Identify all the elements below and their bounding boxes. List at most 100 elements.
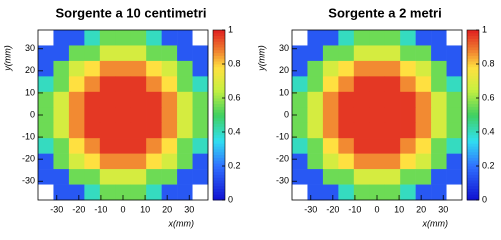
heat-cell: [38, 138, 54, 154]
heat-cell: [99, 91, 116, 108]
heat-cell: [146, 122, 162, 139]
colorbar-segment: [213, 49, 225, 54]
heat-cell: [161, 138, 178, 154]
heat-cell: [177, 122, 193, 139]
colorbar-segment: [467, 149, 479, 153]
heat-cell: [130, 107, 147, 124]
heat-cell: [130, 184, 147, 201]
colorbar-segment: [467, 160, 479, 164]
colorbar-segment: [213, 100, 225, 105]
heat-cell: [415, 45, 432, 62]
colorbar-segment: [213, 171, 225, 175]
heat-cell: [177, 138, 193, 154]
heat-cell: [353, 60, 370, 77]
colorbar-segment: [213, 177, 225, 181]
heat-cell: [84, 60, 101, 77]
colorbar-segment: [213, 143, 225, 147]
heat-cell: [177, 30, 193, 46]
colorbar-segment: [467, 55, 479, 59]
heat-cell: [99, 30, 116, 46]
heat-cell: [415, 122, 432, 139]
heat-cell: [53, 91, 70, 108]
heat-cell: [68, 122, 85, 139]
heat-cell: [115, 138, 132, 154]
colorbar-segment: [467, 129, 479, 133]
colorbar-segment: [467, 81, 479, 85]
heat-cell: [446, 30, 463, 46]
x-tick-label: 20: [416, 204, 426, 214]
colorbar-tick-label: 0: [228, 194, 233, 204]
heat-cell: [68, 91, 85, 108]
heat-cell: [292, 138, 308, 154]
heat-cell: [38, 169, 54, 185]
heat-cell: [53, 153, 70, 170]
colorbar-segment: [213, 98, 225, 102]
x-tick-label: 20: [162, 204, 172, 214]
heat-cell: [130, 30, 147, 46]
colorbar-segment: [213, 191, 225, 195]
colorbar-tick-label: 0: [482, 194, 487, 204]
colorbar-segment: [467, 61, 479, 65]
colorbar-segment: [467, 86, 479, 90]
colorbar-tick-label: 0.2: [482, 160, 495, 170]
heat-cell: [99, 122, 116, 139]
heat-cell: [38, 30, 54, 46]
heat-cell: [384, 60, 401, 77]
heat-cell: [400, 107, 416, 124]
heat-cell: [415, 184, 432, 201]
heat-cell: [369, 45, 386, 62]
heat-cell: [292, 45, 308, 62]
colorbar-tick-label: 0.4: [228, 126, 241, 136]
colorbar-segment: [467, 191, 479, 195]
colorbar-tick-label: 1: [482, 24, 487, 34]
chart-title: Sorgente a 10 centimetri: [56, 5, 207, 20]
colorbar-segment: [213, 58, 225, 62]
colorbar-segment: [213, 75, 225, 79]
colorbar-segment: [213, 126, 225, 130]
heat-cell: [431, 169, 447, 185]
y-tick-label: 20: [279, 65, 289, 75]
colorbar-segment: [213, 89, 225, 93]
colorbar-segment: [213, 47, 225, 51]
colorbar-segment: [467, 38, 479, 42]
colorbar-tick-label: 0.6: [228, 92, 241, 102]
heat-cell: [53, 184, 70, 201]
heat-cell: [307, 169, 324, 185]
heat-cell: [161, 169, 178, 185]
heat-cell: [99, 153, 116, 170]
heat-cell: [177, 91, 193, 108]
colorbar-segment: [213, 197, 225, 201]
heat-cell: [38, 122, 54, 139]
heat-cell: [292, 169, 308, 185]
heat-cell: [53, 60, 70, 77]
heat-cell: [38, 91, 54, 108]
heat-cell: [338, 169, 355, 185]
heat-cell: [38, 107, 54, 124]
heat-cell: [369, 122, 386, 139]
heat-cell: [292, 122, 308, 139]
heat-cell: [130, 60, 147, 77]
heat-cell: [322, 184, 339, 201]
heat-cell: [353, 45, 370, 62]
colorbar-segment: [213, 115, 225, 119]
heat-cell: [446, 153, 463, 170]
colorbar-segment: [213, 32, 225, 37]
heat-cell: [192, 30, 209, 46]
colorbar-segment: [213, 61, 225, 65]
heat-cell: [415, 60, 432, 77]
colorbar-segment: [467, 92, 479, 96]
colorbar-segment: [467, 106, 479, 110]
colorbar-segment: [213, 166, 225, 170]
heat-cell: [192, 153, 209, 170]
heat-cell: [400, 60, 416, 77]
colorbar-segment: [467, 180, 479, 184]
heat-cell: [192, 91, 209, 108]
heat-cell: [146, 60, 162, 77]
colorbar-segment: [467, 154, 479, 158]
heat-cell: [338, 60, 355, 77]
heat-cell: [431, 184, 447, 201]
colorbar-segment: [467, 134, 479, 139]
heat-cell: [130, 45, 147, 62]
heat-cell: [353, 76, 370, 93]
heat-cell: [192, 122, 209, 139]
